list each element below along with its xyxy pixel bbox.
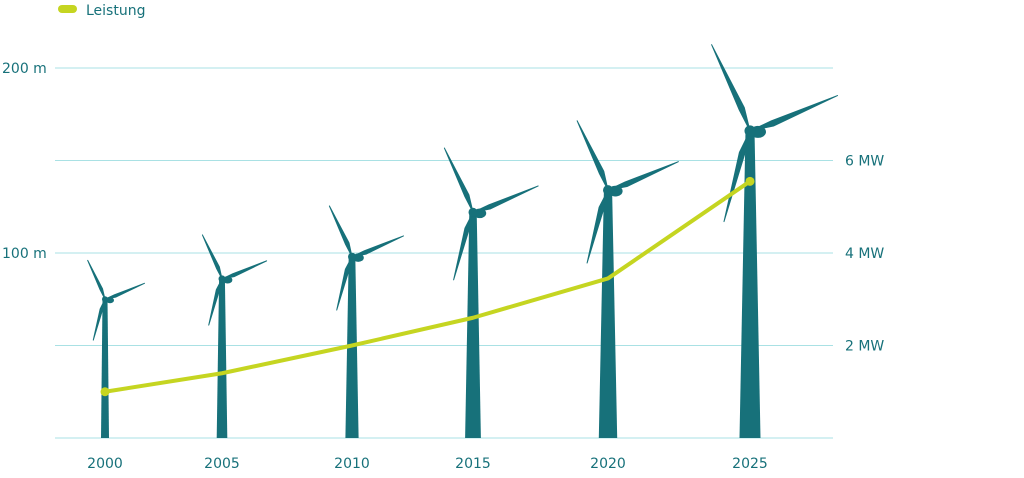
x-tick-label: 2020 (590, 456, 626, 472)
turbine-blade (723, 130, 751, 223)
turbine-hub (102, 296, 108, 303)
turbine-hub (348, 252, 356, 261)
right-tick-label: 6 MW (845, 154, 884, 170)
turbine-blade (443, 147, 474, 213)
turbine-tower (739, 130, 761, 438)
turbine-hub (468, 207, 478, 217)
power-line (100, 176, 755, 397)
turbine-blade (336, 256, 353, 311)
turbine-blade (92, 298, 106, 341)
power-point-2000 (100, 387, 110, 397)
x-tick-label: 2010 (334, 456, 370, 472)
x-tick-label: 2005 (204, 456, 240, 472)
turbine-blade (351, 235, 404, 258)
left-tick-label: 100 m (2, 246, 47, 262)
turbine-2000 (87, 259, 145, 438)
turbine-blade (472, 185, 539, 213)
turbine-tower (465, 212, 481, 438)
x-tick-label: 2000 (87, 456, 123, 472)
turbine-hub (744, 125, 756, 137)
turbine-blade (87, 259, 106, 300)
turbine-2010 (328, 205, 404, 438)
turbine-2020 (576, 120, 679, 438)
axis-labels: 100 m 200 m 2 MW 4 MW 6 MW 2000 2005 2010 2015 20… (2, 61, 884, 472)
right-tick-label: 2 MW (845, 339, 884, 355)
x-tick-label: 2015 (455, 456, 491, 472)
turbine-blade (749, 95, 838, 132)
x-tick-label: 2025 (732, 456, 768, 472)
turbine-blade (576, 120, 609, 191)
turbine-blade (607, 161, 679, 191)
grid-lines (55, 67, 833, 439)
turbine-tower (101, 299, 109, 438)
turbine-2015 (443, 147, 539, 438)
turbine-blade (328, 205, 353, 258)
turbine-hub (218, 275, 226, 283)
legend: Leistung (58, 3, 145, 19)
turbine-hub (603, 185, 613, 196)
turbine-blade (453, 211, 474, 281)
turbine-2005 (201, 234, 268, 438)
turbine-blade (201, 234, 223, 280)
turbine-2025 (711, 44, 838, 438)
right-tick-label: 4 MW (845, 246, 884, 262)
turbine-blade (104, 282, 145, 300)
turbines (87, 44, 838, 438)
left-tick-label: 200 m (2, 61, 47, 77)
turbine-blade (208, 278, 223, 326)
power-point-2025 (745, 176, 755, 186)
power-series-line (104, 179, 752, 394)
legend-label: Leistung (86, 3, 145, 19)
legend-swatch (58, 5, 77, 13)
turbine-blade (711, 44, 751, 132)
turbine-tower (216, 278, 228, 438)
turbine-blade (221, 260, 268, 280)
turbine-blade (586, 189, 609, 264)
turbine-tower (598, 190, 618, 438)
